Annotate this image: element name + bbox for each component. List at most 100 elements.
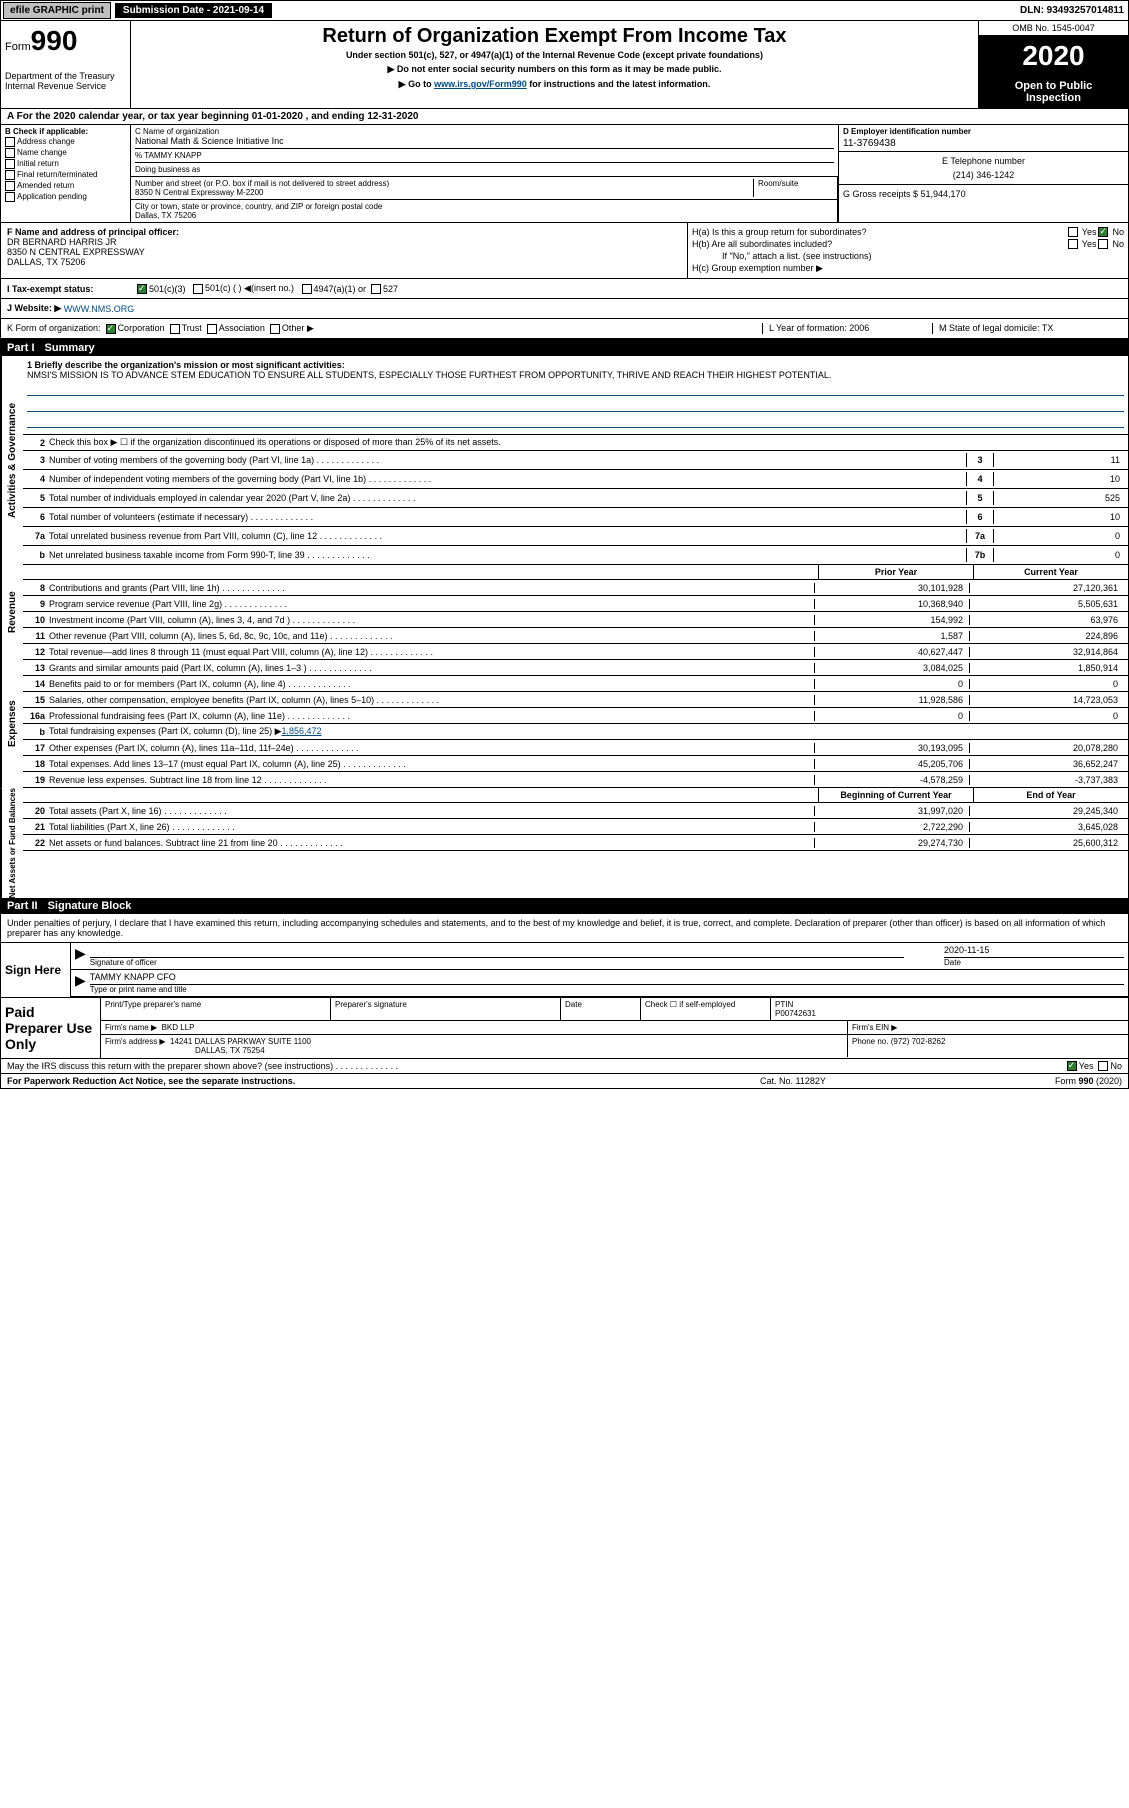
m-value: TX xyxy=(1042,323,1054,333)
col-b-title: B Check if applicable: xyxy=(5,127,126,136)
col-m: M State of legal domicile: TX xyxy=(932,323,1122,334)
chk-association[interactable] xyxy=(207,324,217,334)
chk-name-change[interactable]: Name change xyxy=(5,148,126,158)
line-18: 18Total expenses. Add lines 13–17 (must … xyxy=(23,756,1128,772)
street-label: Number and street (or P.O. box if mail i… xyxy=(135,179,753,188)
form-990-label: Form 990 (2020) xyxy=(1055,1076,1122,1086)
revenue-block: Revenue Prior Year Current Year 8Contrib… xyxy=(1,565,1128,660)
line-box: 4 xyxy=(966,472,994,486)
col-l: L Year of formation: 2006 xyxy=(762,323,932,334)
hb-yes[interactable] xyxy=(1068,239,1078,249)
blank-line xyxy=(27,382,1124,396)
org-name: National Math & Science Initiative Inc xyxy=(135,136,834,146)
ha-yes[interactable] xyxy=(1068,227,1078,237)
prep-header-line: Print/Type preparer's name Preparer's si… xyxy=(101,998,1128,1021)
end-year-header: End of Year xyxy=(973,788,1128,802)
prior-val: -4,578,259 xyxy=(814,775,969,785)
k-label: K Form of organization: xyxy=(7,323,101,333)
sub3-post: for instructions and the latest informat… xyxy=(527,79,711,89)
line-box: 3 xyxy=(966,453,994,467)
sign-here-label: Sign Here xyxy=(1,943,71,997)
line-desc: Contributions and grants (Part VIII, lin… xyxy=(49,583,814,593)
current-val: 224,896 xyxy=(969,631,1124,641)
chk-corporation[interactable] xyxy=(106,324,116,334)
line-7a: 7aTotal unrelated business revenue from … xyxy=(23,527,1128,546)
line-b: bNet unrelated business taxable income f… xyxy=(23,546,1128,565)
col-b-checkboxes: B Check if applicable: Address change Na… xyxy=(1,125,131,222)
vtab-activities-governance: Activities & Governance xyxy=(1,356,23,565)
line-val: 525 xyxy=(994,493,1124,503)
line-num: 22 xyxy=(27,838,49,848)
irs-yes[interactable] xyxy=(1067,1061,1077,1071)
open-line1: Open to Public xyxy=(983,80,1124,92)
line-desc: Total assets (Part X, line 16) xyxy=(49,806,814,816)
website-value[interactable]: WWW.NMS.ORG xyxy=(64,304,135,314)
line-desc: Total unrelated business revenue from Pa… xyxy=(49,531,966,541)
line-num: 17 xyxy=(27,743,49,753)
vtab-revenue: Revenue xyxy=(1,565,23,660)
mission-label: 1 Briefly describe the organization's mi… xyxy=(27,360,1124,370)
opt-other: Other ▶ xyxy=(282,323,314,333)
subtitle-3: ▶ Go to www.irs.gov/Form990 for instruct… xyxy=(135,79,974,90)
chk-4947[interactable] xyxy=(302,284,312,294)
line-val: 0 xyxy=(994,531,1124,541)
line-19: 19Revenue less expenses. Subtract line 1… xyxy=(23,772,1128,788)
line-desc: Benefits paid to or for members (Part IX… xyxy=(49,679,814,689)
line-num: 11 xyxy=(27,631,49,641)
line-num: 15 xyxy=(27,695,49,705)
expenses-block: Expenses 13Grants and similar amounts pa… xyxy=(1,660,1128,788)
chk-final-return[interactable]: Final return/terminated xyxy=(5,170,126,180)
chk-trust[interactable] xyxy=(170,324,180,334)
dept-line1: Department of the Treasury xyxy=(5,71,126,81)
line-13: 13Grants and similar amounts paid (Part … xyxy=(23,660,1128,676)
chk-amended[interactable]: Amended return xyxy=(5,181,126,191)
prior-year-header: Prior Year xyxy=(818,565,973,579)
arrow-icon: ▶ xyxy=(75,972,86,994)
net-header: Beginning of Current Year End of Year xyxy=(23,788,1128,803)
chk-application-pending[interactable]: Application pending xyxy=(5,192,126,202)
line-21: 21Total liabilities (Part X, line 26)2,7… xyxy=(23,819,1128,835)
current-val: 63,976 xyxy=(969,615,1124,625)
chk-other[interactable] xyxy=(270,324,280,334)
chk-527[interactable] xyxy=(371,284,381,294)
line-box: 6 xyxy=(966,510,994,524)
irs-link[interactable]: www.irs.gov/Form990 xyxy=(434,79,527,89)
firm-phone-cell: Phone no. (972) 702-8262 xyxy=(848,1035,1128,1057)
chk-501c[interactable] xyxy=(193,284,203,294)
chk-initial-return[interactable]: Initial return xyxy=(5,159,126,169)
fundraising-link[interactable]: 1,856,472 xyxy=(282,726,322,736)
current-val: 27,120,361 xyxy=(969,583,1124,593)
line16b-num: b xyxy=(27,727,49,737)
line-9: 9Program service revenue (Part VIII, lin… xyxy=(23,596,1128,612)
line16b-desc: Total fundraising expenses (Part IX, col… xyxy=(49,726,814,737)
opt-501c: 501(c) ( ) ◀(insert no.) xyxy=(205,283,294,294)
phone-value: (214) 346-1242 xyxy=(843,170,1124,180)
ein-value: 11-3769438 xyxy=(843,138,1124,149)
col-c-org-info: C Name of organization National Math & S… xyxy=(131,125,838,222)
current-val: 5,505,631 xyxy=(969,599,1124,609)
room-label: Room/suite xyxy=(753,179,833,197)
line-desc: Salaries, other compensation, employee b… xyxy=(49,695,814,705)
prior-val: 154,992 xyxy=(814,615,969,625)
chk-address-change[interactable]: Address change xyxy=(5,137,126,147)
tax-year: 2020 xyxy=(979,36,1128,76)
part1-header: Part I Summary xyxy=(1,340,1128,356)
line-desc: Net assets or fund balances. Subtract li… xyxy=(49,838,814,848)
submission-date: Submission Date - 2021-09-14 xyxy=(115,3,272,18)
hb-no[interactable] xyxy=(1098,239,1108,249)
opt-trust: Trust xyxy=(182,323,202,333)
ha-no[interactable] xyxy=(1098,227,1108,237)
irs-no[interactable] xyxy=(1098,1061,1108,1071)
line-val: 10 xyxy=(994,512,1124,522)
current-val: 20,078,280 xyxy=(969,743,1124,753)
part2-header: Part II Signature Block xyxy=(1,898,1128,914)
efile-print-button[interactable]: efile GRAPHIC print xyxy=(3,2,111,19)
line-num: 9 xyxy=(27,599,49,609)
line-desc: Total number of individuals employed in … xyxy=(49,493,966,503)
open-to-public: Open to Public Inspection xyxy=(979,76,1128,108)
part1-num: Part I xyxy=(7,342,35,354)
opt-527: 527 xyxy=(383,284,398,294)
bottom-footer: For Paperwork Reduction Act Notice, see … xyxy=(1,1073,1128,1088)
chk-501c3[interactable] xyxy=(137,284,147,294)
ein-row: D Employer identification number 11-3769… xyxy=(839,125,1128,152)
